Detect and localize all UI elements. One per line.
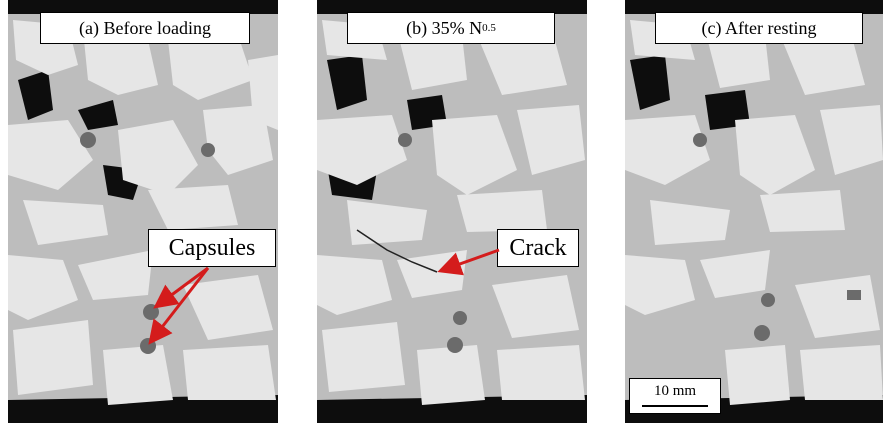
- panel-label: (a) Before loading: [40, 12, 250, 44]
- panel-label-text: (b) 35% N: [406, 17, 483, 38]
- ct-scan-image: [317, 0, 587, 423]
- ct-scan-image: [8, 0, 278, 423]
- panel-label-text: (c) After resting: [701, 17, 817, 38]
- crack-label: Crack: [509, 234, 567, 261]
- ct-image-panel-after-resting: (c) After resting 10 mm: [625, 0, 883, 423]
- scale-bar-line: [642, 405, 708, 407]
- capsules-label: Capsules: [168, 234, 256, 261]
- scale-bar: 10 mm: [629, 378, 721, 414]
- capsules-callout: Capsules: [148, 229, 276, 267]
- panel-label-text: (a) Before loading: [79, 17, 211, 38]
- panel-label-subscript: 0.5: [482, 22, 496, 34]
- scale-bar-label: 10 mm: [653, 383, 697, 399]
- ct-image-panel-35-percent: (b) 35% N 0.5 Crack: [317, 0, 587, 423]
- ct-image-panel-before-loading: (a) Before loading Capsules: [8, 0, 278, 423]
- panel-label: (c) After resting: [655, 12, 863, 44]
- panel-label: (b) 35% N 0.5: [347, 12, 555, 44]
- crack-callout: Crack: [497, 229, 579, 267]
- ct-scan-image: [625, 0, 883, 423]
